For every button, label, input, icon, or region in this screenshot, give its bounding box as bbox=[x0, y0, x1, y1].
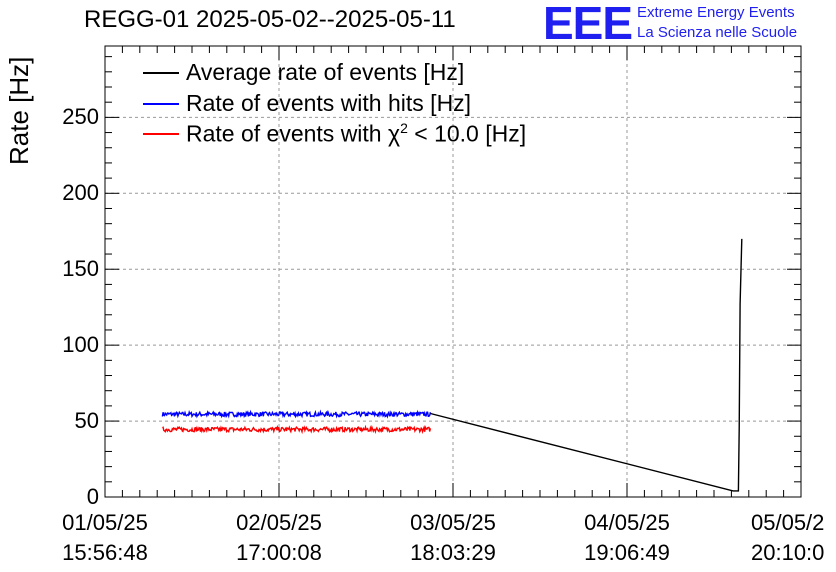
series-line-0 bbox=[430, 238, 743, 492]
legend-label-average: Average rate of events [Hz] bbox=[186, 59, 465, 85]
y-tick-label: 250 bbox=[62, 104, 99, 130]
x-tick-label: 01/05/25 15:56:48 bbox=[35, 508, 175, 568]
logo-text-line2: La Scienza nelle Scuole bbox=[637, 24, 798, 41]
y-axis-label: Rate [Hz] bbox=[4, 56, 34, 165]
chart-title: REGG-01 2025-05-02--2025-05-11 bbox=[84, 6, 456, 33]
x-tick-time: 18:03:29 bbox=[410, 540, 496, 565]
y-tick-label: 0 bbox=[86, 484, 99, 509]
y-tick-label: 200 bbox=[62, 180, 99, 206]
eee-logo: EEE bbox=[543, 0, 633, 49]
legend-chi2-prefix: Rate of events with χ bbox=[186, 120, 401, 147]
series-line-1 bbox=[161, 409, 432, 419]
y-tick-label: 100 bbox=[62, 332, 99, 358]
legend-swatch-chi2 bbox=[143, 133, 179, 135]
x-tick-date: 01/05/25 bbox=[62, 510, 148, 535]
x-tick-date: 05/05/2 bbox=[751, 510, 825, 535]
x-tick-label: 03/05/25 18:03:29 bbox=[383, 508, 523, 568]
x-tick-time: 19:06:49 bbox=[584, 540, 670, 565]
x-tick-time: 15:56:48 bbox=[62, 540, 148, 565]
x-tick-date: 03/05/25 bbox=[410, 510, 496, 535]
x-tick-time: 20:10:0 bbox=[751, 540, 825, 565]
x-tick-label: 05/05/2 20:10:0 bbox=[751, 508, 836, 568]
y-tick-label: 50 bbox=[74, 408, 99, 434]
series-line-2 bbox=[162, 424, 432, 435]
logo-text-line1: Extreme Energy Events bbox=[637, 4, 795, 21]
x-tick-label: 02/05/25 17:00:08 bbox=[209, 508, 349, 568]
legend-chi2-suffix: < 10.0 [Hz] bbox=[407, 120, 527, 147]
y-tick-label: 150 bbox=[62, 256, 99, 282]
x-tick-label: 04/05/25 19:06:49 bbox=[557, 508, 697, 568]
legend-label-chi2: Rate of events with χ2 < 10.0 [Hz] bbox=[186, 120, 526, 148]
legend-label-hits: Rate of events with hits [Hz] bbox=[186, 90, 472, 116]
legend-swatch-hits bbox=[143, 103, 179, 105]
legend-chi2-sup: 2 bbox=[400, 120, 408, 136]
x-tick-time: 17:00:08 bbox=[236, 540, 322, 565]
x-tick-date: 02/05/25 bbox=[236, 510, 322, 535]
legend-swatch-average bbox=[143, 72, 179, 74]
x-tick-date: 04/05/25 bbox=[584, 510, 670, 535]
